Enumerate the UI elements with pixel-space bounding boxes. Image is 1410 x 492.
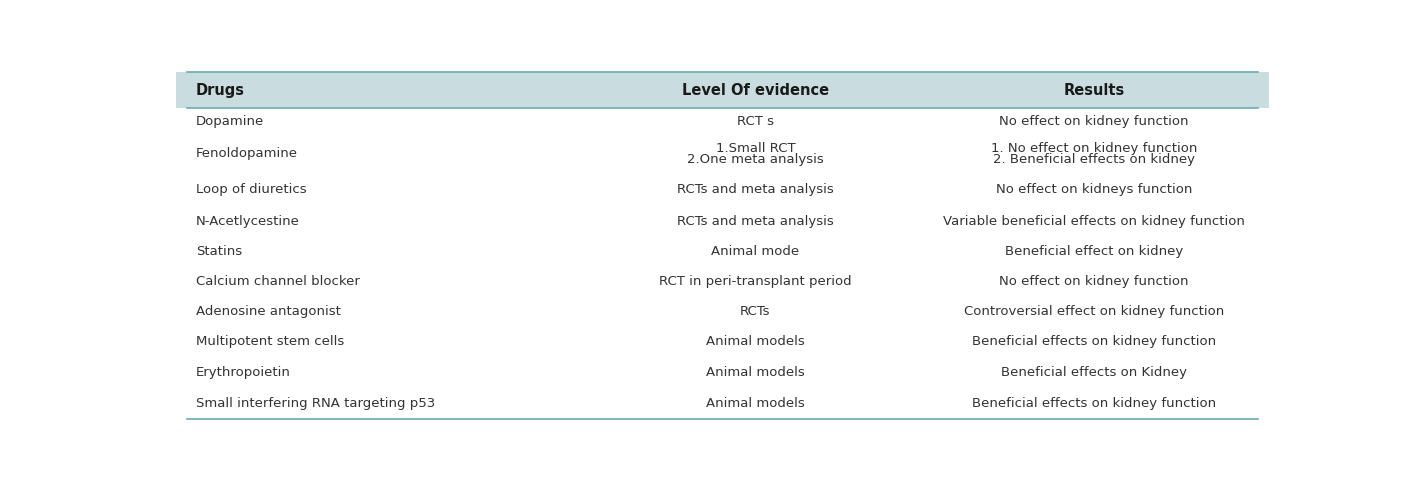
Text: Beneficial effects on Kidney: Beneficial effects on Kidney: [1001, 366, 1187, 379]
Text: Beneficial effects on kidney function: Beneficial effects on kidney function: [971, 335, 1217, 348]
Text: RCT in peri-transplant period: RCT in peri-transplant period: [658, 275, 852, 288]
Text: RCTs: RCTs: [740, 305, 771, 318]
Text: 1. No effect on kidney function: 1. No effect on kidney function: [991, 142, 1197, 154]
Text: N-Acetlycestine: N-Acetlycestine: [196, 215, 300, 228]
Text: Calcium channel blocker: Calcium channel blocker: [196, 275, 360, 288]
Text: 2.One meta analysis: 2.One meta analysis: [687, 153, 823, 166]
Text: 1.Small RCT: 1.Small RCT: [716, 142, 795, 154]
Text: Multipotent stem cells: Multipotent stem cells: [196, 335, 344, 348]
Text: Erythropoietin: Erythropoietin: [196, 366, 290, 379]
Text: 2. Beneficial effects on kidney: 2. Beneficial effects on kidney: [993, 153, 1196, 166]
Text: RCTs and meta analysis: RCTs and meta analysis: [677, 183, 833, 196]
Text: Animal models: Animal models: [706, 397, 805, 410]
Text: Dopamine: Dopamine: [196, 115, 264, 128]
Text: Results: Results: [1063, 83, 1125, 98]
Text: Beneficial effect on kidney: Beneficial effect on kidney: [1005, 245, 1183, 258]
Text: RCT s: RCT s: [737, 115, 774, 128]
Text: Loop of diuretics: Loop of diuretics: [196, 183, 306, 196]
Text: No effect on kidney function: No effect on kidney function: [1000, 115, 1189, 128]
Text: Adenosine antagonist: Adenosine antagonist: [196, 305, 341, 318]
Text: Fenoldopamine: Fenoldopamine: [196, 147, 298, 160]
Text: No effect on kidneys function: No effect on kidneys function: [995, 183, 1193, 196]
Text: Level Of evidence: Level Of evidence: [682, 83, 829, 98]
Text: Small interfering RNA targeting p53: Small interfering RNA targeting p53: [196, 397, 436, 410]
Bar: [176, 72, 1269, 108]
Text: Controversial effect on kidney function: Controversial effect on kidney function: [964, 305, 1224, 318]
Text: Beneficial effects on kidney function: Beneficial effects on kidney function: [971, 397, 1217, 410]
Text: Drugs: Drugs: [196, 83, 245, 98]
Text: Statins: Statins: [196, 245, 243, 258]
Text: Animal models: Animal models: [706, 335, 805, 348]
Text: No effect on kidney function: No effect on kidney function: [1000, 275, 1189, 288]
Text: Animal models: Animal models: [706, 366, 805, 379]
Text: RCTs and meta analysis: RCTs and meta analysis: [677, 215, 833, 228]
Text: Variable beneficial effects on kidney function: Variable beneficial effects on kidney fu…: [943, 215, 1245, 228]
Text: Animal mode: Animal mode: [712, 245, 799, 258]
